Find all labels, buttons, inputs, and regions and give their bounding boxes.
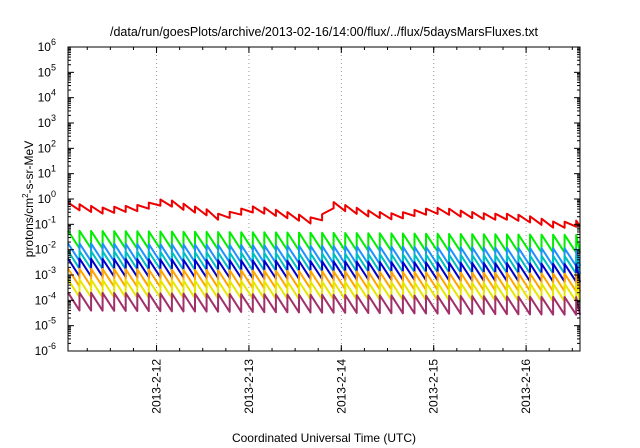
y-axis-label-post: -s-sr-MeV <box>22 141 36 194</box>
y-tick-label: 105 <box>38 62 56 79</box>
y-tick-label: 101 <box>38 164 56 181</box>
grid-lines <box>156 47 527 351</box>
y-tick-exponent: 4 <box>51 88 56 98</box>
series-line-8 <box>67 291 581 316</box>
y-tick-base: 10 <box>35 293 49 307</box>
y-tick-label: 10-5 <box>35 316 56 333</box>
y-axis-label-sup: 2 <box>21 193 30 198</box>
x-tick-label: 2013-2-14 <box>334 359 348 414</box>
y-tick-label: 10-1 <box>35 214 56 231</box>
series-line-1 <box>67 198 581 229</box>
y-tick-exponent: -5 <box>48 316 56 326</box>
y-tick-label: 103 <box>38 113 56 130</box>
y-tick-exponent: -6 <box>48 341 56 351</box>
y-tick-exponent: 0 <box>51 189 56 199</box>
y-tick-base: 10 <box>35 268 49 282</box>
y-tick-exponent: 3 <box>51 113 56 123</box>
series-line-4 <box>67 250 581 275</box>
series-line-6 <box>67 267 581 293</box>
x-tick-label: 2013-2-16 <box>519 359 533 414</box>
x-tick-label: 2013-2-15 <box>427 359 441 414</box>
y-tick-exponent: -2 <box>48 240 56 250</box>
y-tick-base: 10 <box>35 243 49 257</box>
x-tick-label: 2013-2-12 <box>150 359 164 414</box>
series-line-7 <box>67 278 581 303</box>
y-tick-exponent: 5 <box>51 62 56 72</box>
series-line-2 <box>67 229 581 254</box>
y-tick-label: 10-6 <box>35 341 56 358</box>
y-axis-label: protons/cm2-s-sr-MeV <box>21 141 36 257</box>
y-tick-label: 100 <box>38 189 56 206</box>
y-tick-exponent: 1 <box>51 164 56 174</box>
y-tick-base: 10 <box>38 116 52 130</box>
y-tick-label: 10-3 <box>35 265 56 282</box>
series-line-5 <box>67 257 581 283</box>
y-tick-exponent: -4 <box>48 290 56 300</box>
x-tick-label: 2013-2-13 <box>242 359 256 414</box>
y-tick-exponent: -1 <box>48 214 56 224</box>
y-tick-base: 10 <box>35 344 49 358</box>
y-tick-base: 10 <box>35 217 49 231</box>
y-tick-base: 10 <box>38 141 52 155</box>
y-axis-label-pre: protons/cm <box>22 198 36 257</box>
y-tick-base: 10 <box>38 65 52 79</box>
y-tick-base: 10 <box>38 40 52 54</box>
y-tick-label: 106 <box>38 37 56 54</box>
y-tick-base: 10 <box>38 91 52 105</box>
y-axis-ticks: 10-610-510-410-310-210-11001011021031041… <box>35 37 580 358</box>
y-tick-label: 10-4 <box>35 290 56 307</box>
x-axis-ticks: 2013-2-12 2013-2-13 2013-2-14 2013-2-15 2013… <box>86 47 573 414</box>
y-tick-label: 104 <box>38 88 56 105</box>
y-tick-exponent: 2 <box>51 138 56 148</box>
y-tick-label: 10-2 <box>35 240 56 257</box>
y-tick-base: 10 <box>38 167 52 181</box>
y-tick-label: 102 <box>38 138 56 155</box>
series-lines <box>67 198 581 316</box>
y-tick-exponent: -3 <box>48 265 56 275</box>
x-axis-label: Coordinated Universal Time (UTC) <box>232 431 416 445</box>
y-tick-base: 10 <box>38 192 52 206</box>
y-tick-exponent: 6 <box>51 37 56 47</box>
series-line-3 <box>67 242 581 268</box>
y-tick-base: 10 <box>35 319 49 333</box>
chart-title: /data/run/goesPlots/archive/2013-02-16/1… <box>110 25 539 39</box>
